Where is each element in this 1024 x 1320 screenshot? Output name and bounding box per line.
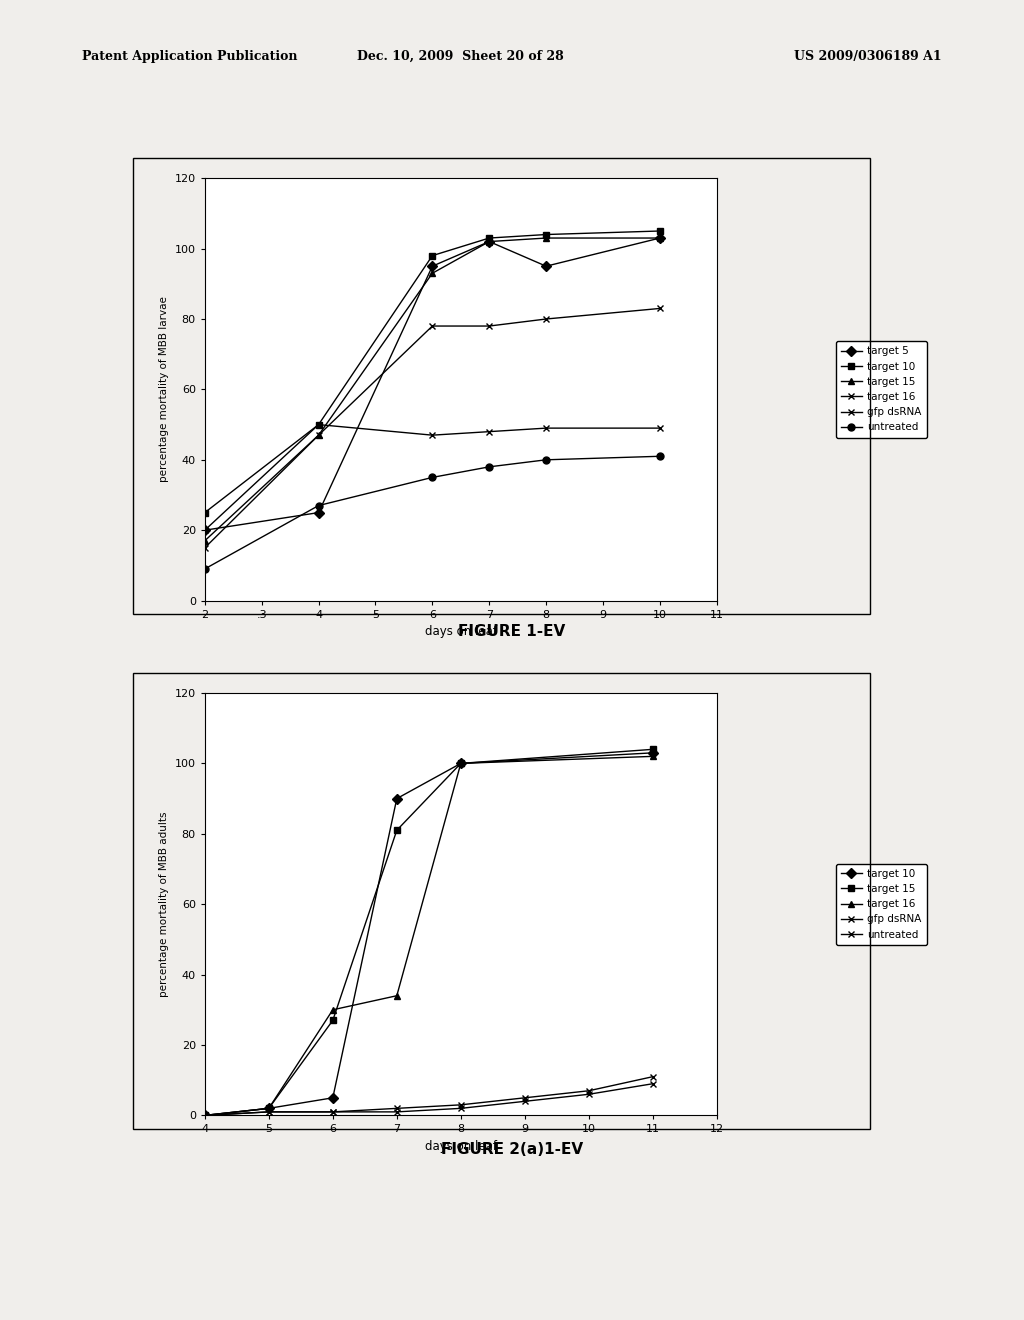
Y-axis label: percentage mortality of MBB larvae: percentage mortality of MBB larvae — [159, 297, 169, 482]
target 10 — [199, 504, 211, 520]
target 15 — [483, 234, 496, 249]
target 16 — [327, 1002, 339, 1018]
X-axis label: days on leaf: days on leaf — [425, 1140, 497, 1152]
target 16 — [483, 318, 496, 334]
target 5 — [199, 523, 211, 539]
target 10 — [426, 248, 438, 264]
gfp dsRNA — [199, 523, 211, 539]
Line: target 5: target 5 — [202, 235, 664, 533]
target 16 — [262, 1101, 274, 1117]
gfp dsRNA — [390, 1104, 402, 1119]
target 5 — [426, 259, 438, 275]
gfp dsRNA — [455, 1101, 467, 1117]
target 5 — [540, 259, 552, 275]
Line: target 15: target 15 — [202, 235, 664, 544]
target 5 — [312, 504, 325, 520]
target 10 — [653, 223, 666, 239]
untreated — [518, 1090, 530, 1106]
gfp dsRNA — [647, 1076, 659, 1092]
gfp dsRNA — [483, 424, 496, 440]
gfp dsRNA — [262, 1104, 274, 1119]
target 15 — [312, 428, 325, 444]
target 15 — [262, 1101, 274, 1117]
target 10 — [455, 755, 467, 771]
Line: target 16: target 16 — [202, 305, 664, 552]
Text: Dec. 10, 2009  Sheet 20 of 28: Dec. 10, 2009 Sheet 20 of 28 — [357, 50, 564, 63]
Line: gfp dsRNA: gfp dsRNA — [202, 421, 664, 533]
target 15 — [653, 230, 666, 246]
target 10 — [327, 1090, 339, 1106]
target 15 — [199, 1107, 211, 1123]
target 15 — [455, 755, 467, 771]
target 16 — [426, 318, 438, 334]
target 10 — [262, 1101, 274, 1117]
target 5 — [653, 230, 666, 246]
untreated — [653, 449, 666, 465]
gfp dsRNA — [583, 1086, 595, 1102]
Line: target 15: target 15 — [202, 746, 656, 1119]
untreated — [199, 1107, 211, 1123]
gfp dsRNA — [518, 1093, 530, 1109]
Text: US 2009/0306189 A1: US 2009/0306189 A1 — [795, 50, 942, 63]
target 10 — [483, 230, 496, 246]
Line: untreated: untreated — [202, 453, 664, 573]
target 10 — [312, 417, 325, 433]
untreated — [199, 561, 211, 577]
target 16 — [390, 987, 402, 1003]
target 16 — [312, 428, 325, 444]
Legend: target 10, target 15, target 16, gfp dsRNA, untreated: target 10, target 15, target 16, gfp dsR… — [836, 863, 927, 945]
target 5 — [483, 234, 496, 249]
target 10 — [647, 744, 659, 760]
target 10 — [540, 227, 552, 243]
target 15 — [327, 1012, 339, 1028]
Text: FIGURE 2(a)1-EV: FIGURE 2(a)1-EV — [441, 1142, 583, 1156]
gfp dsRNA — [312, 417, 325, 433]
Legend: target 5, target 10, target 15, target 16, gfp dsRNA, untreated: target 5, target 10, target 15, target 1… — [836, 341, 927, 438]
untreated — [262, 1104, 274, 1119]
gfp dsRNA — [199, 1107, 211, 1123]
target 15 — [540, 230, 552, 246]
untreated — [647, 1069, 659, 1085]
untreated — [327, 1104, 339, 1119]
untreated — [583, 1082, 595, 1098]
target 16 — [199, 1107, 211, 1123]
Line: target 10: target 10 — [202, 227, 664, 516]
target 10 — [390, 791, 402, 807]
target 16 — [199, 540, 211, 556]
untreated — [483, 459, 496, 475]
Line: target 10: target 10 — [202, 750, 656, 1119]
untreated — [312, 498, 325, 513]
target 15 — [390, 822, 402, 838]
target 10 — [199, 1107, 211, 1123]
Line: gfp dsRNA: gfp dsRNA — [202, 1080, 656, 1119]
Y-axis label: percentage mortality of MBB adults: percentage mortality of MBB adults — [159, 812, 169, 997]
target 15 — [647, 742, 659, 758]
Line: untreated: untreated — [202, 1073, 656, 1119]
Text: FIGURE 1-EV: FIGURE 1-EV — [459, 624, 565, 639]
target 15 — [199, 533, 211, 549]
target 16 — [540, 312, 552, 327]
X-axis label: days on leaf: days on leaf — [425, 626, 497, 638]
gfp dsRNA — [540, 420, 552, 436]
target 16 — [647, 748, 659, 764]
Text: Patent Application Publication: Patent Application Publication — [82, 50, 297, 63]
untreated — [455, 1097, 467, 1113]
untreated — [426, 470, 438, 486]
Line: target 16: target 16 — [202, 752, 656, 1119]
gfp dsRNA — [327, 1104, 339, 1119]
target 16 — [455, 755, 467, 771]
gfp dsRNA — [653, 420, 666, 436]
target 16 — [653, 301, 666, 317]
untreated — [390, 1101, 402, 1117]
untreated — [540, 451, 552, 467]
target 15 — [426, 265, 438, 281]
gfp dsRNA — [426, 428, 438, 444]
